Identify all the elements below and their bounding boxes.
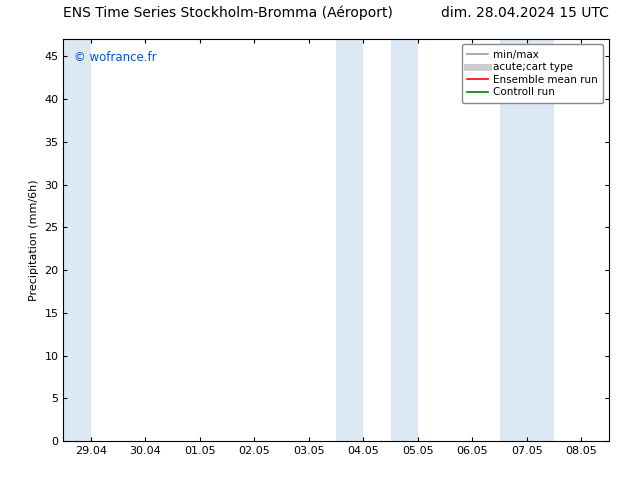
Text: dim. 28.04.2024 15 UTC: dim. 28.04.2024 15 UTC (441, 5, 609, 20)
Bar (336, 39, 363, 441)
Text: ENS Time Series Stockholm-Bromma (Aéroport): ENS Time Series Stockholm-Bromma (Aéropo… (63, 5, 393, 20)
Bar (500, 39, 554, 441)
Bar (391, 39, 418, 441)
Legend: min/max, acute;cart type, Ensemble mean run, Controll run: min/max, acute;cart type, Ensemble mean … (462, 45, 604, 102)
Y-axis label: Precipitation (mm/6h): Precipitation (mm/6h) (29, 179, 39, 301)
Bar (63, 39, 91, 441)
Text: © wofrance.fr: © wofrance.fr (74, 51, 157, 64)
